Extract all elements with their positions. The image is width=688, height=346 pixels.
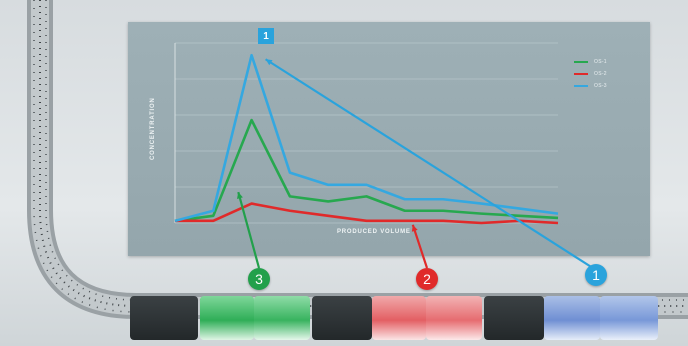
fraction-tube-dark — [130, 296, 198, 340]
callout-arrow-1-head — [265, 59, 273, 66]
legend-label: OS-3 — [594, 82, 607, 89]
legend-item-os-3: OS-3 — [574, 80, 607, 91]
callout-arrow-3 — [237, 191, 261, 269]
legend-swatch — [574, 60, 588, 63]
x-axis-label: PRODUCED VOLUME — [337, 229, 411, 235]
fraction-tube-red — [372, 296, 426, 340]
peak-label-badge: 1 — [258, 28, 274, 44]
callout-arrow-1 — [265, 58, 597, 271]
series-line-os-1 — [174, 118, 559, 223]
fraction-tube-green — [254, 296, 310, 340]
fraction-tube-red — [426, 296, 482, 340]
legend: OS-1 OS-2 OS-3 — [574, 56, 607, 92]
callout-arrow-2-head — [411, 224, 418, 232]
marker-1: 1 — [585, 264, 607, 286]
legend-label: OS-2 — [594, 70, 607, 77]
fraction-tube-blue — [544, 296, 600, 340]
legend-swatch — [574, 84, 588, 87]
fraction-tube-dark — [312, 296, 372, 340]
marker-3: 3 — [248, 268, 270, 290]
legend-label: OS-1 — [594, 58, 607, 65]
fraction-tube-green — [200, 296, 254, 340]
y-axis-label: CONCENTRATION — [150, 97, 156, 160]
callout-arrow-3-head — [237, 192, 243, 199]
legend-item-os-1: OS-1 — [574, 56, 607, 67]
callout-arrow-2 — [411, 224, 429, 269]
legend-swatch — [574, 72, 588, 75]
fraction-tube-dark — [484, 296, 544, 340]
fraction-tube-blue — [600, 296, 658, 340]
legend-item-os-2: OS-2 — [574, 68, 607, 79]
marker-2: 2 — [416, 268, 438, 290]
series-line-os-2 — [175, 202, 559, 225]
